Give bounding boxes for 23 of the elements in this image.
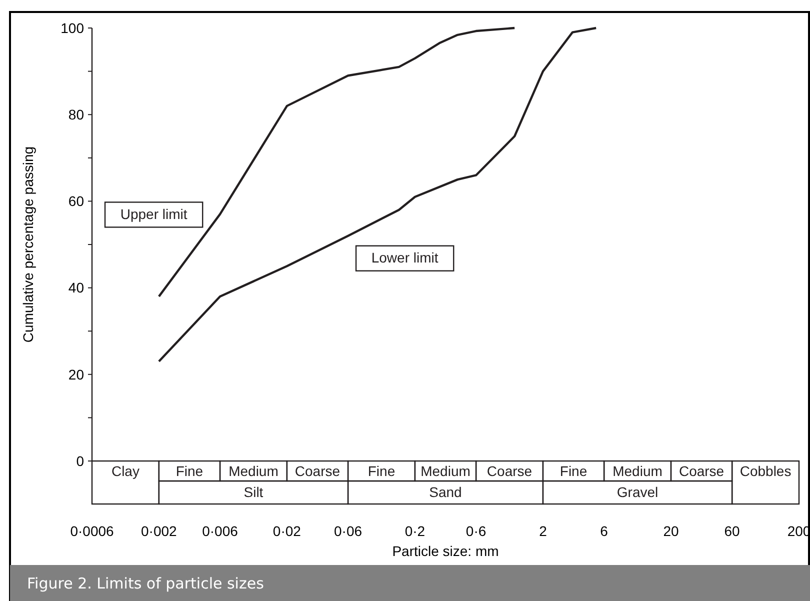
- y-tick-label: 80: [68, 106, 84, 122]
- x-tick-label: 0·002: [141, 522, 178, 539]
- text: Figure 2. Limits of particle sizes: [27, 574, 264, 592]
- x-tick-label: 0·006: [202, 522, 238, 539]
- x-tick-label: 60: [724, 522, 740, 539]
- x-tick-label: 6: [600, 522, 608, 539]
- x-tick-label: 0·2: [404, 522, 426, 539]
- x-axis-title: Particle size: mm: [392, 543, 499, 559]
- x-tick-label: 0·02: [272, 522, 302, 539]
- x-tick-label: 0·06: [334, 522, 362, 539]
- y-tick-label: 100: [60, 20, 84, 36]
- y-tick-label: 20: [68, 366, 84, 382]
- x-tick-label: 0·6: [466, 522, 486, 539]
- series-label: Upper limit: [120, 206, 188, 222]
- y-tick-label: 0: [76, 452, 84, 469]
- y-tick-label: 60: [68, 193, 84, 210]
- x-tick-label: 2: [539, 522, 548, 539]
- size-class-table: Clay Fine Medium Coarse Fine Medium Coarse Fine Medium Coarse Cobbles Silt Sand Gravel: [91, 460, 800, 505]
- y-tick-label: 40: [68, 280, 84, 296]
- y-axis-title: Cumulative percentage passing: [20, 146, 36, 343]
- x-tick-label: 20: [663, 522, 679, 539]
- x-tick-label: 0·0006: [70, 522, 114, 539]
- series-label: Lower limit: [371, 250, 438, 266]
